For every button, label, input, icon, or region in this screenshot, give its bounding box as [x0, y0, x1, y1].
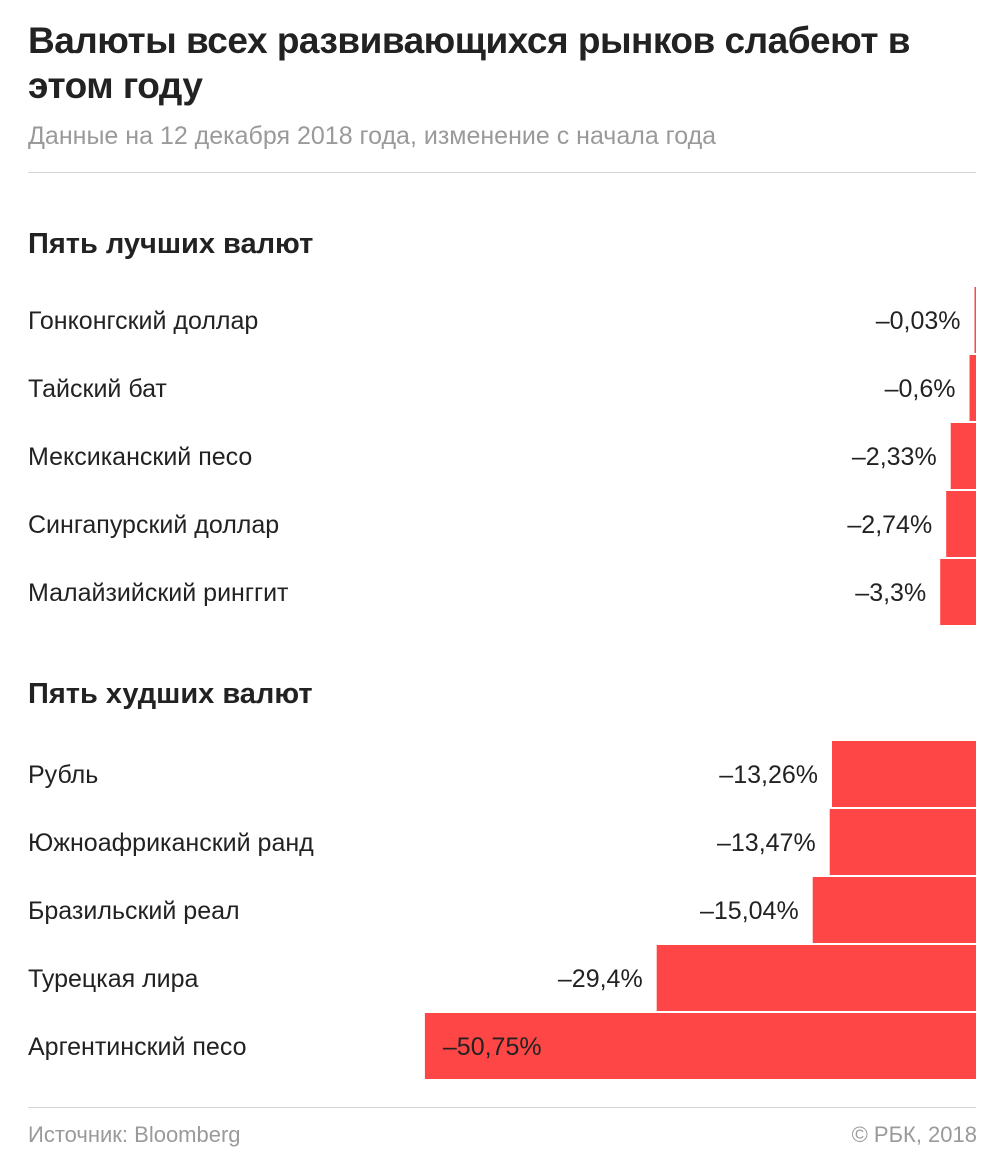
bar [656, 945, 976, 1011]
source-note: Источник: Bloomberg [28, 1122, 241, 1147]
section-title-best: Пять лучших валют [28, 228, 314, 260]
bar [974, 287, 976, 353]
category-label: Сингапурский доллар [28, 511, 279, 539]
header-divider [28, 172, 976, 173]
category-label: Мексиканский песо [28, 443, 252, 471]
value-label: –29,4% [558, 965, 643, 993]
category-label: Аргентинский песо [28, 1033, 247, 1061]
section-title-worst: Пять худших валют [28, 678, 313, 710]
bar [946, 491, 976, 557]
category-label: Рубль [28, 761, 98, 789]
bar [969, 355, 976, 421]
bar [832, 741, 976, 807]
footer-divider [28, 1107, 976, 1108]
value-label: –13,26% [719, 761, 818, 789]
value-label: –0,03% [876, 307, 961, 335]
category-label: Гонконгский доллар [28, 307, 258, 335]
bar [812, 877, 976, 943]
bar [424, 1013, 976, 1079]
category-label: Бразильский реал [28, 897, 240, 925]
chart-title: Валюты всех развивающихся рынков слабеют… [28, 20, 910, 106]
value-label: –2,33% [852, 443, 937, 471]
category-label: Южноафриканский ранд [28, 829, 314, 857]
chart-subtitle: Данные на 12 декабря 2018 года, изменени… [28, 122, 717, 150]
category-label: Турецкая лира [28, 965, 199, 993]
value-label: –0,6% [885, 375, 956, 403]
bar [950, 423, 976, 489]
value-label: –15,04% [700, 897, 799, 925]
copyright-note: © РБК, 2018 [851, 1122, 977, 1147]
value-label: –50,75% [443, 1033, 542, 1061]
bar [940, 559, 976, 625]
value-label: –13,47% [717, 829, 816, 857]
category-label: Малайзийский ринггит [28, 579, 289, 607]
value-label: –3,3% [855, 579, 926, 607]
value-label: –2,74% [847, 511, 932, 539]
category-label: Тайский бат [28, 375, 167, 403]
bar [829, 809, 976, 875]
